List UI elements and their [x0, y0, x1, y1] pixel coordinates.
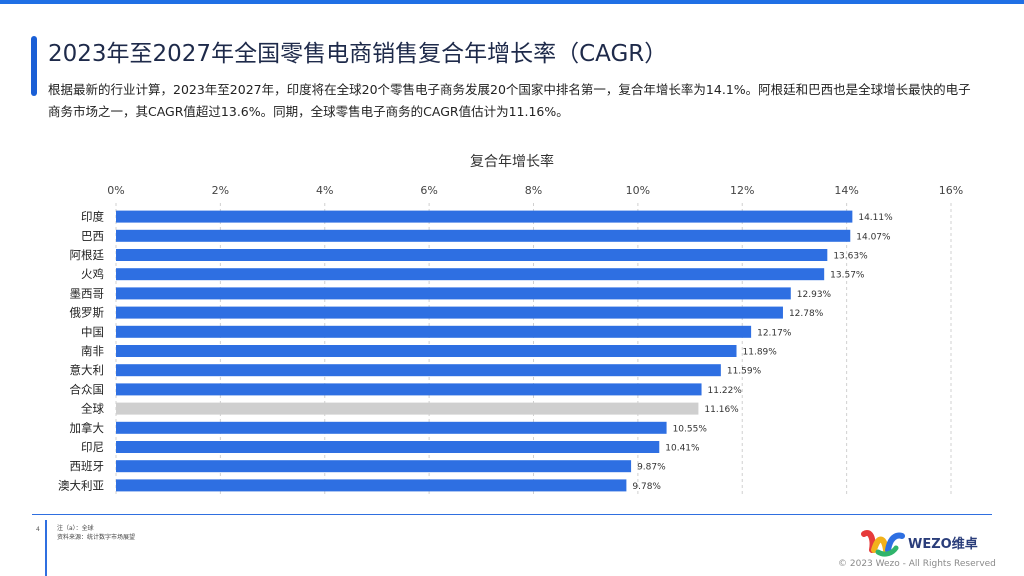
x-tick-label: 8% — [525, 184, 542, 197]
footer-divider — [32, 514, 992, 515]
bar — [116, 229, 851, 242]
footer-accent-bar — [45, 520, 47, 576]
category-label: 墨西哥 — [70, 286, 105, 300]
x-tick-label: 4% — [316, 184, 333, 197]
data-label: 11.16% — [704, 405, 739, 415]
data-label: 14.07% — [856, 232, 891, 242]
category-label: 巴西 — [81, 229, 104, 243]
footer-notes: 注（a）：全球 资料来源：统计数字市场展望 — [57, 524, 135, 542]
category-label: 澳大利亚 — [58, 478, 104, 492]
x-tick-label: 2% — [212, 184, 229, 197]
category-label: 印度 — [81, 210, 104, 224]
bar — [116, 402, 699, 415]
source-note: 资料来源：统计数字市场展望 — [57, 534, 136, 541]
category-label: 俄罗斯 — [70, 306, 105, 320]
bar — [116, 364, 721, 377]
category-label: 意大利 — [70, 363, 105, 377]
bar — [116, 249, 828, 261]
bar — [116, 421, 667, 434]
category-label: 合众国 — [70, 382, 105, 396]
page-title: 2023年至2027年全国零售电商销售复合年增长率（CAGR） — [48, 41, 668, 67]
logo-text: WEZO维卓 — [908, 537, 978, 552]
bar — [116, 287, 791, 300]
category-label: 全球 — [81, 402, 104, 416]
page-number: 4 — [36, 526, 40, 533]
bar — [116, 210, 853, 223]
category-label: 火鸡 — [81, 267, 104, 281]
bar — [116, 460, 632, 473]
x-tick-label: 16% — [939, 184, 963, 197]
bar — [116, 306, 783, 319]
data-label: 12.93% — [797, 290, 832, 300]
title-accent-bar — [31, 36, 37, 96]
bar — [116, 268, 825, 281]
page-description: 根据最新的行业计算，2023年至2027年，印度将在全球20个零售电子商务发展2… — [48, 82, 971, 119]
x-tick-label: 12% — [730, 184, 754, 197]
bar — [116, 345, 737, 357]
data-label: 9.87% — [637, 463, 666, 473]
data-label: 10.41% — [665, 444, 700, 454]
data-label: 10.55% — [673, 424, 708, 434]
data-label: 12.17% — [757, 328, 792, 338]
x-tick-label: 6% — [420, 184, 437, 197]
footnote: 注（a）：全球 — [57, 525, 94, 532]
data-label: 12.78% — [789, 309, 824, 319]
data-label: 14.11% — [858, 213, 893, 223]
x-tick-label: 14% — [834, 184, 858, 197]
data-label: 11.22% — [708, 386, 743, 396]
data-label: 11.89% — [743, 348, 778, 358]
data-label: 13.57% — [830, 271, 865, 281]
data-label: 13.63% — [833, 252, 868, 262]
wezo-logo-icon — [861, 530, 905, 557]
chart-title: 复合年增长率 — [470, 154, 554, 170]
bar — [116, 325, 752, 338]
bar — [116, 383, 702, 396]
bar — [116, 441, 660, 453]
bar — [116, 479, 627, 492]
copyright: © 2023 Wezo - All Rights Reserved — [838, 559, 996, 569]
category-label: 中国 — [81, 325, 104, 339]
category-label: 加拿大 — [70, 421, 105, 435]
x-tick-label: 0% — [107, 184, 124, 197]
category-label: 南非 — [81, 344, 104, 358]
category-label: 阿根廷 — [70, 248, 105, 262]
data-label: 11.59% — [727, 367, 762, 377]
category-label: 印尼 — [81, 440, 104, 454]
category-label: 西班牙 — [70, 459, 105, 473]
data-label: 9.78% — [632, 482, 661, 492]
x-tick-label: 10% — [626, 184, 650, 197]
top-border — [0, 0, 1024, 4]
